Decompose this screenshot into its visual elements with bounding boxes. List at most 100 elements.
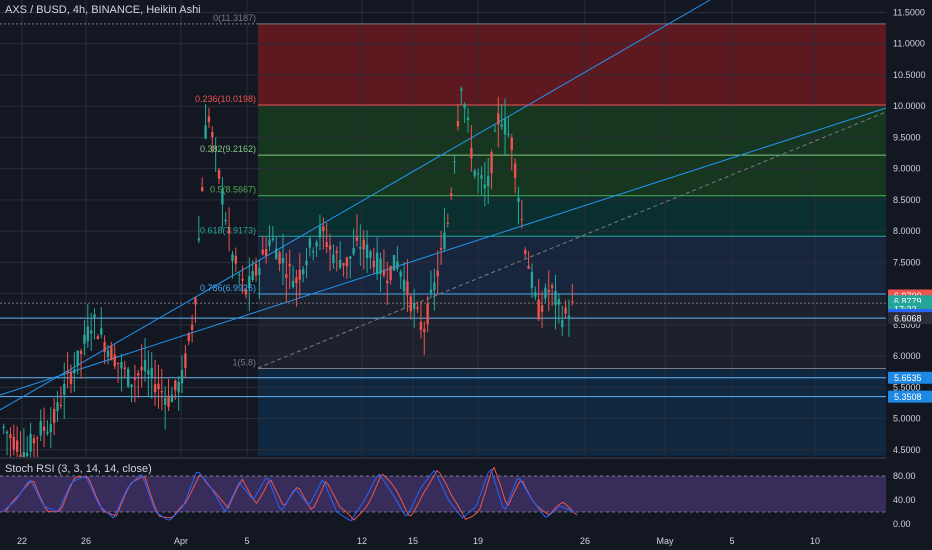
y-tick-label: 9.0000 [893, 164, 921, 174]
candle-body [39, 421, 42, 436]
candle-body [530, 272, 534, 288]
candle-body [463, 104, 466, 109]
candle-body [359, 246, 362, 249]
candle-body [534, 292, 537, 297]
y-tick-label: 6.0000 [893, 351, 921, 361]
candle-body [409, 296, 412, 312]
candle-body [180, 370, 184, 384]
candle-body [524, 250, 527, 254]
trendlines[interactable] [0, 0, 887, 411]
candle-body [261, 249, 264, 255]
fib-retracement-lines[interactable] [258, 23, 886, 370]
fib-labels: 0(11.3187) 0.236(10.0198) 0.382(9.2162) 0.5… [195, 13, 256, 368]
price-tag-label: 6.6068 [894, 314, 922, 324]
candle-body [211, 131, 214, 138]
price-axis[interactable]: 4.50005.00005.50006.00006.50007.00007.50… [886, 0, 932, 550]
fib-label: 0.5(8.5667) [210, 185, 256, 195]
candle-body [520, 218, 524, 220]
candle-body [120, 362, 123, 369]
candle-body [355, 237, 359, 241]
candle-body [93, 314, 96, 319]
candle-body [365, 244, 369, 259]
fib-label: 0(11.3187) [213, 13, 256, 23]
candle-body [106, 350, 110, 357]
candle-body [204, 125, 207, 139]
candle-body [473, 170, 476, 176]
candle-body [412, 303, 416, 309]
candle-body [349, 256, 352, 259]
candle-body [480, 175, 483, 179]
candle-body [426, 303, 429, 325]
candle-body [160, 391, 164, 393]
candle-body [2, 426, 5, 429]
candle-body [561, 320, 564, 328]
candle-body [493, 130, 497, 132]
y-tick-label: 10.5000 [893, 70, 926, 80]
candle-body [49, 424, 52, 433]
candle-body [399, 271, 402, 277]
candle-body [291, 280, 295, 288]
x-tick-label: 5 [729, 536, 734, 546]
x-tick-label: 10 [810, 536, 820, 546]
candle-body [76, 350, 79, 366]
candle-body [140, 366, 143, 371]
candle-body [116, 362, 120, 365]
candle-body [436, 270, 439, 277]
candle-body [389, 265, 392, 281]
candle-body [100, 328, 103, 335]
candle-body [460, 88, 463, 91]
candle-body [392, 255, 396, 271]
candle-body [315, 242, 318, 247]
candle-body [79, 350, 83, 355]
candle-body [12, 436, 15, 450]
candle-body [19, 454, 22, 458]
candle-body [305, 260, 308, 266]
candle-body [251, 270, 254, 280]
candle-body [32, 438, 36, 444]
candle-body [564, 307, 567, 314]
y-tick-label: 9.5000 [893, 132, 921, 142]
x-tick-label: May [656, 536, 674, 546]
price-tag [888, 390, 932, 403]
candle-body [406, 281, 409, 296]
candle-body [271, 238, 275, 240]
candle-body [221, 191, 224, 205]
y-tick-label: 7.5000 [893, 257, 921, 267]
candle-body [544, 287, 547, 299]
candle-body [164, 398, 167, 405]
candle-body [338, 260, 342, 268]
candle-body [29, 433, 32, 452]
candle-body [288, 264, 291, 267]
axis-background [886, 0, 932, 550]
symbol-title[interactable]: AXS / BUSD, 4h, BINANCE, Heikin Ashi [5, 4, 201, 16]
time-axis[interactable]: 22 26 Apr 5 12 15 19 26 May 5 10 [0, 532, 932, 550]
x-tick-label: 12 [357, 536, 367, 546]
candle-body [52, 408, 56, 423]
candle-body [254, 263, 258, 276]
price-tag-label: 5.6535 [894, 373, 922, 383]
trendline [0, 107, 887, 396]
candle-body [322, 226, 325, 232]
dashed-trendline [257, 111, 887, 369]
candle-body [86, 326, 89, 342]
candle-body [59, 404, 63, 406]
candle-body [497, 113, 500, 125]
candle-body [66, 370, 69, 373]
horizontal-lines[interactable] [0, 23, 886, 398]
stoch-rsi-title[interactable]: Stoch RSI (3, 3, 14, 14, close) [5, 463, 152, 475]
fib-label: 0.236(10.0198) [195, 94, 256, 104]
fib-label: 0.786(6.9926) [200, 283, 256, 293]
y-tick-label: 5.0000 [893, 414, 921, 424]
candle-body [301, 269, 305, 275]
fib-label: 0.618(7.9173) [200, 225, 256, 235]
candle-body [190, 324, 194, 330]
candle-body [503, 118, 507, 135]
x-tick-label: 26 [580, 536, 590, 546]
candle-body [123, 367, 126, 370]
candle-body [318, 226, 322, 238]
candle-body [42, 426, 46, 431]
candle-body [352, 248, 355, 254]
candle-body [130, 384, 133, 388]
candle-body [133, 378, 137, 380]
